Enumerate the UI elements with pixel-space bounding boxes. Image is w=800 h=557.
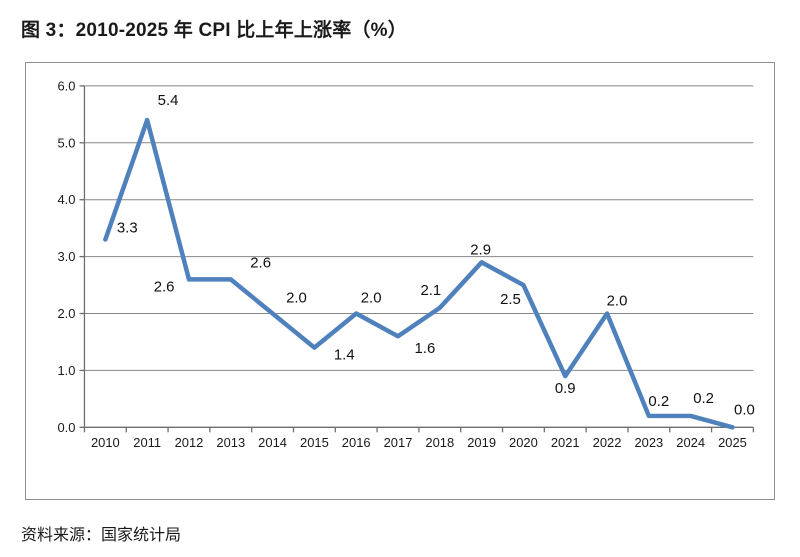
data-label: 5.4 — [158, 92, 179, 109]
source-note: 资料来源：国家统计局 — [21, 527, 182, 544]
data-label: 0.0 — [734, 401, 755, 418]
x-axis-label: 2015 — [300, 435, 329, 450]
data-label: 2.5 — [500, 291, 521, 308]
y-tick-label: 4.0 — [57, 192, 75, 207]
data-label: 0.2 — [693, 390, 714, 407]
x-axis-label: 2012 — [175, 435, 204, 450]
cpi-line-series — [103, 117, 735, 430]
x-axis-label: 2020 — [509, 435, 538, 450]
data-label: 2.0 — [607, 293, 628, 310]
data-label: 1.4 — [334, 347, 355, 364]
x-axis-label: 2016 — [342, 435, 371, 450]
chart-frame: 0.0 1.0 2.0 3.0 4.0 5.0 6.0 2010 2011 2012 2013 201… — [25, 62, 775, 500]
x-axis-label: 2014 — [258, 435, 287, 450]
data-label: 1.6 — [415, 340, 436, 357]
data-label: 2.1 — [420, 282, 441, 299]
data-label: 2.9 — [470, 241, 491, 258]
x-axis-label: 2022 — [593, 435, 622, 450]
x-axis-label: 2019 — [467, 435, 496, 450]
y-tick-label: 1.0 — [57, 363, 75, 378]
x-axis-label: 2011 — [133, 435, 161, 450]
y-tick-label: 0.0 — [57, 420, 75, 435]
data-label: 0.9 — [555, 380, 576, 397]
data-label: 2.0 — [286, 290, 307, 307]
data-label: 2.0 — [361, 290, 382, 307]
x-axis-label: 2017 — [384, 435, 413, 450]
y-tick-label: 2.0 — [57, 306, 75, 321]
x-axis-label: 2013 — [216, 435, 245, 450]
data-label: 3.3 — [117, 220, 138, 237]
y-tick-label: 5.0 — [57, 135, 75, 150]
x-axis-label: 2023 — [634, 435, 663, 450]
x-axis-label: 2025 — [718, 435, 747, 450]
cpi-line-chart: 0.0 1.0 2.0 3.0 4.0 5.0 6.0 2010 2011 2012 2013 201… — [57, 78, 755, 450]
x-axis-label: 2018 — [425, 435, 454, 450]
x-axis-label: 2010 — [91, 435, 120, 450]
data-label: 2.6 — [250, 254, 271, 271]
y-tick-label: 6.0 — [57, 78, 75, 93]
x-axis-label: 2024 — [676, 435, 705, 450]
y-tick-label: 3.0 — [57, 249, 75, 264]
figure-title: 图 3：2010-2025 年 CPI 比上年上涨率（%） — [21, 20, 407, 41]
x-axis-label: 2021 — [551, 435, 580, 450]
data-label: 2.6 — [154, 278, 175, 295]
data-label: 0.2 — [648, 393, 669, 410]
